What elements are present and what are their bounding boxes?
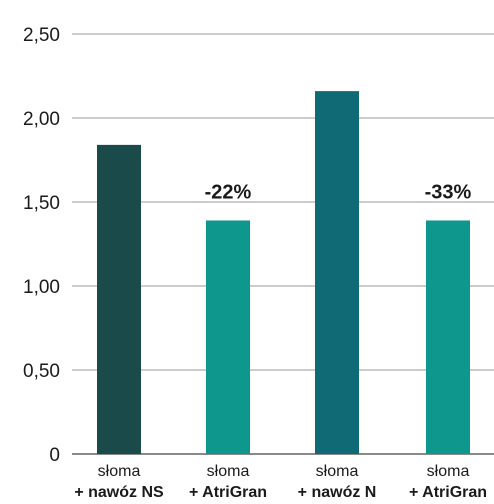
y-tick-label: 2,00: [23, 109, 60, 130]
bar: [206, 220, 250, 454]
y-tick-label: 1,00: [23, 277, 60, 298]
y-tick-label: 0,50: [23, 361, 60, 382]
bar: [315, 91, 359, 455]
bar-annotation: -22%: [205, 181, 252, 203]
x-category-label-line1: słoma: [427, 463, 470, 480]
y-tick-label: 0: [49, 445, 60, 466]
x-category-label-line2: + AtriGran: [189, 484, 267, 501]
y-axis-tick-labels: 0 0,50 1,00 1,50 2,00 2,50: [23, 25, 60, 466]
x-category-label-line2: + nawóz N: [298, 484, 377, 501]
x-category-label-line1: słoma: [316, 463, 359, 480]
x-category-label-line1: słoma: [207, 463, 250, 480]
bars: [97, 91, 470, 455]
y-tick-label: 2,50: [23, 25, 60, 46]
bar: [97, 144, 141, 454]
gridlines: [72, 33, 494, 455]
x-category-label-line1: słoma: [98, 463, 141, 480]
bar-annotation: -33%: [425, 181, 472, 203]
x-axis-category-labels: słoma + nawóz NS słoma + AtriGran słoma + naw…: [74, 463, 487, 501]
x-category-label-line2: + nawóz NS: [74, 484, 164, 501]
bar-annotations: -22% -33%: [205, 181, 472, 203]
y-tick-label: 1,50: [23, 193, 60, 214]
bar: [426, 220, 470, 454]
x-category-label-line2: + AtriGran: [409, 484, 487, 501]
